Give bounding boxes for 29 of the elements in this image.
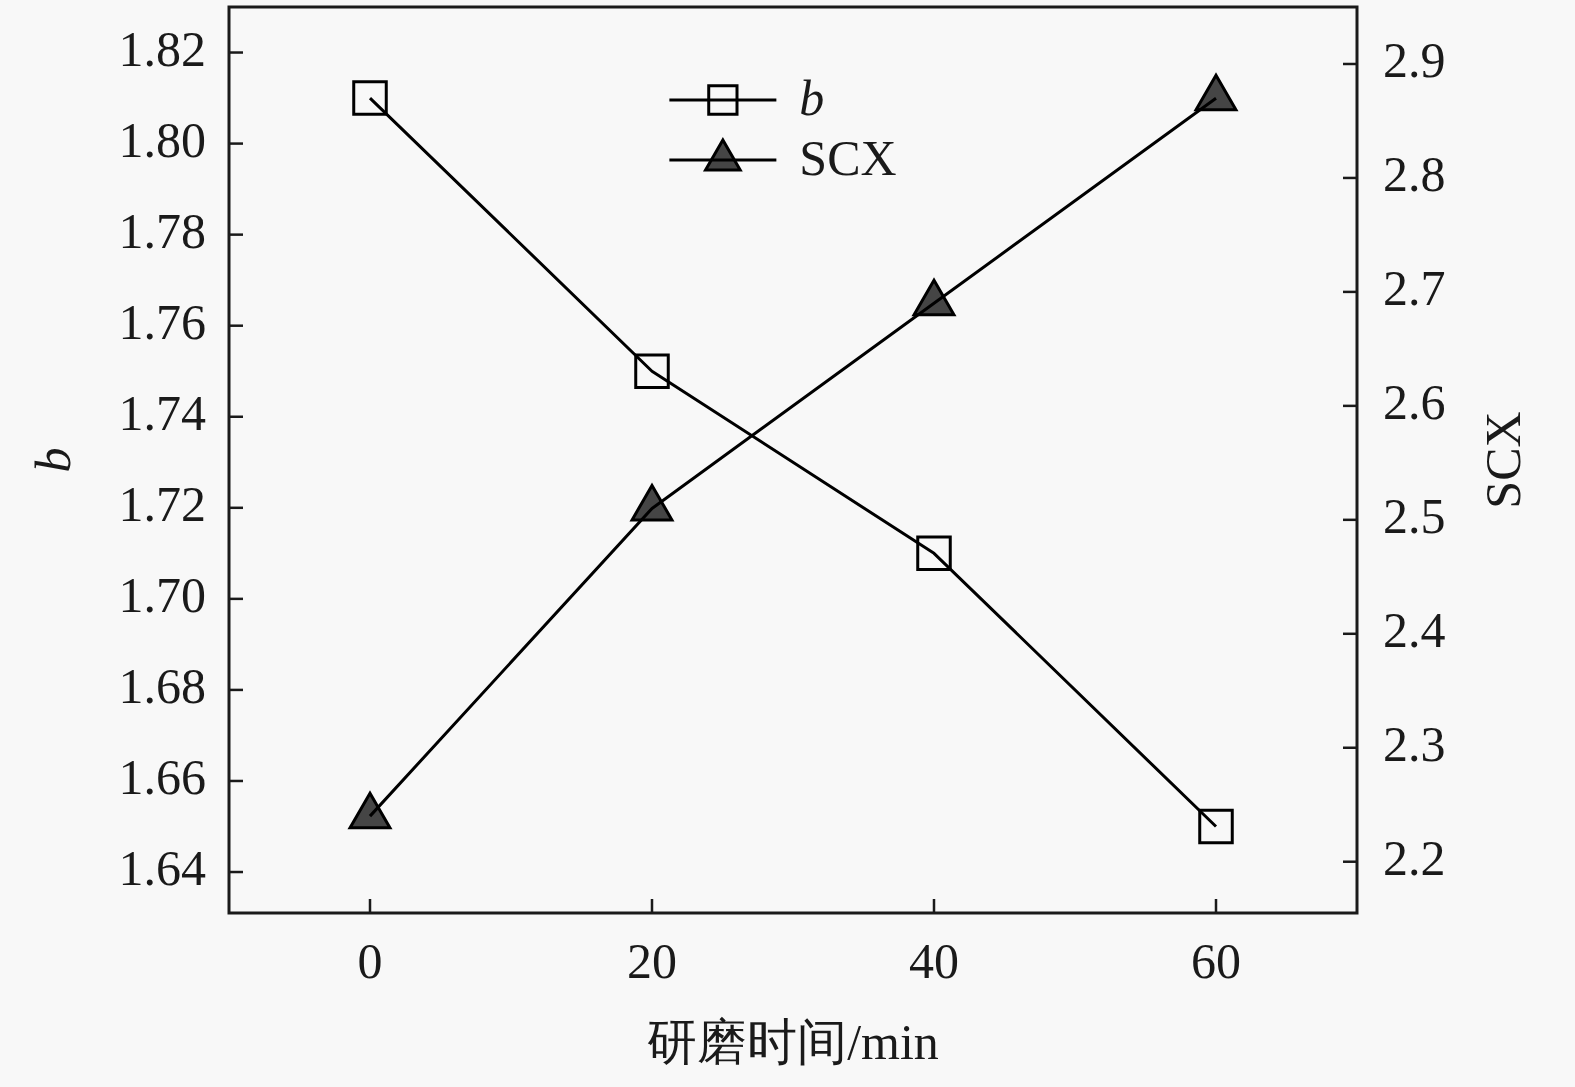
- legend-label: b: [799, 70, 825, 127]
- y-axis-title: b: [25, 447, 82, 473]
- y-tick-label: 1.72: [118, 475, 206, 532]
- y-tick-label: 1.78: [118, 202, 206, 259]
- y-tick-label: 1.66: [118, 749, 206, 806]
- y2-tick-label: 2.5: [1383, 487, 1446, 544]
- x-tick-label: 20: [627, 933, 677, 990]
- y2-axis-title: SCX: [1475, 411, 1532, 509]
- y-tick-label: 1.70: [118, 566, 206, 623]
- x-tick-label: 0: [357, 933, 383, 990]
- y2-tick-label: 2.6: [1383, 373, 1446, 430]
- y2-tick-label: 2.7: [1383, 260, 1446, 317]
- point: [348, 791, 392, 830]
- point: [1194, 73, 1238, 112]
- x-tick-label: 40: [909, 933, 959, 990]
- y-tick-label: 1.80: [118, 111, 206, 168]
- y2-tick-label: 2.2: [1383, 829, 1446, 886]
- y-tick-label: 1.82: [118, 20, 206, 77]
- x-axis-title: 研磨时间/min: [647, 1014, 939, 1070]
- y-tick-label: 1.74: [118, 384, 206, 441]
- x-tick-label: 60: [1191, 933, 1241, 990]
- legend-label: SCX: [799, 130, 897, 187]
- y2-tick-label: 2.9: [1383, 32, 1446, 89]
- y2-tick-label: 2.8: [1383, 146, 1446, 203]
- y2-tick-label: 2.3: [1383, 715, 1446, 772]
- y-tick-label: 1.64: [118, 840, 206, 897]
- y-tick-label: 1.68: [118, 658, 206, 715]
- y-tick-label: 1.76: [118, 293, 206, 350]
- y2-tick-label: 2.4: [1383, 601, 1446, 658]
